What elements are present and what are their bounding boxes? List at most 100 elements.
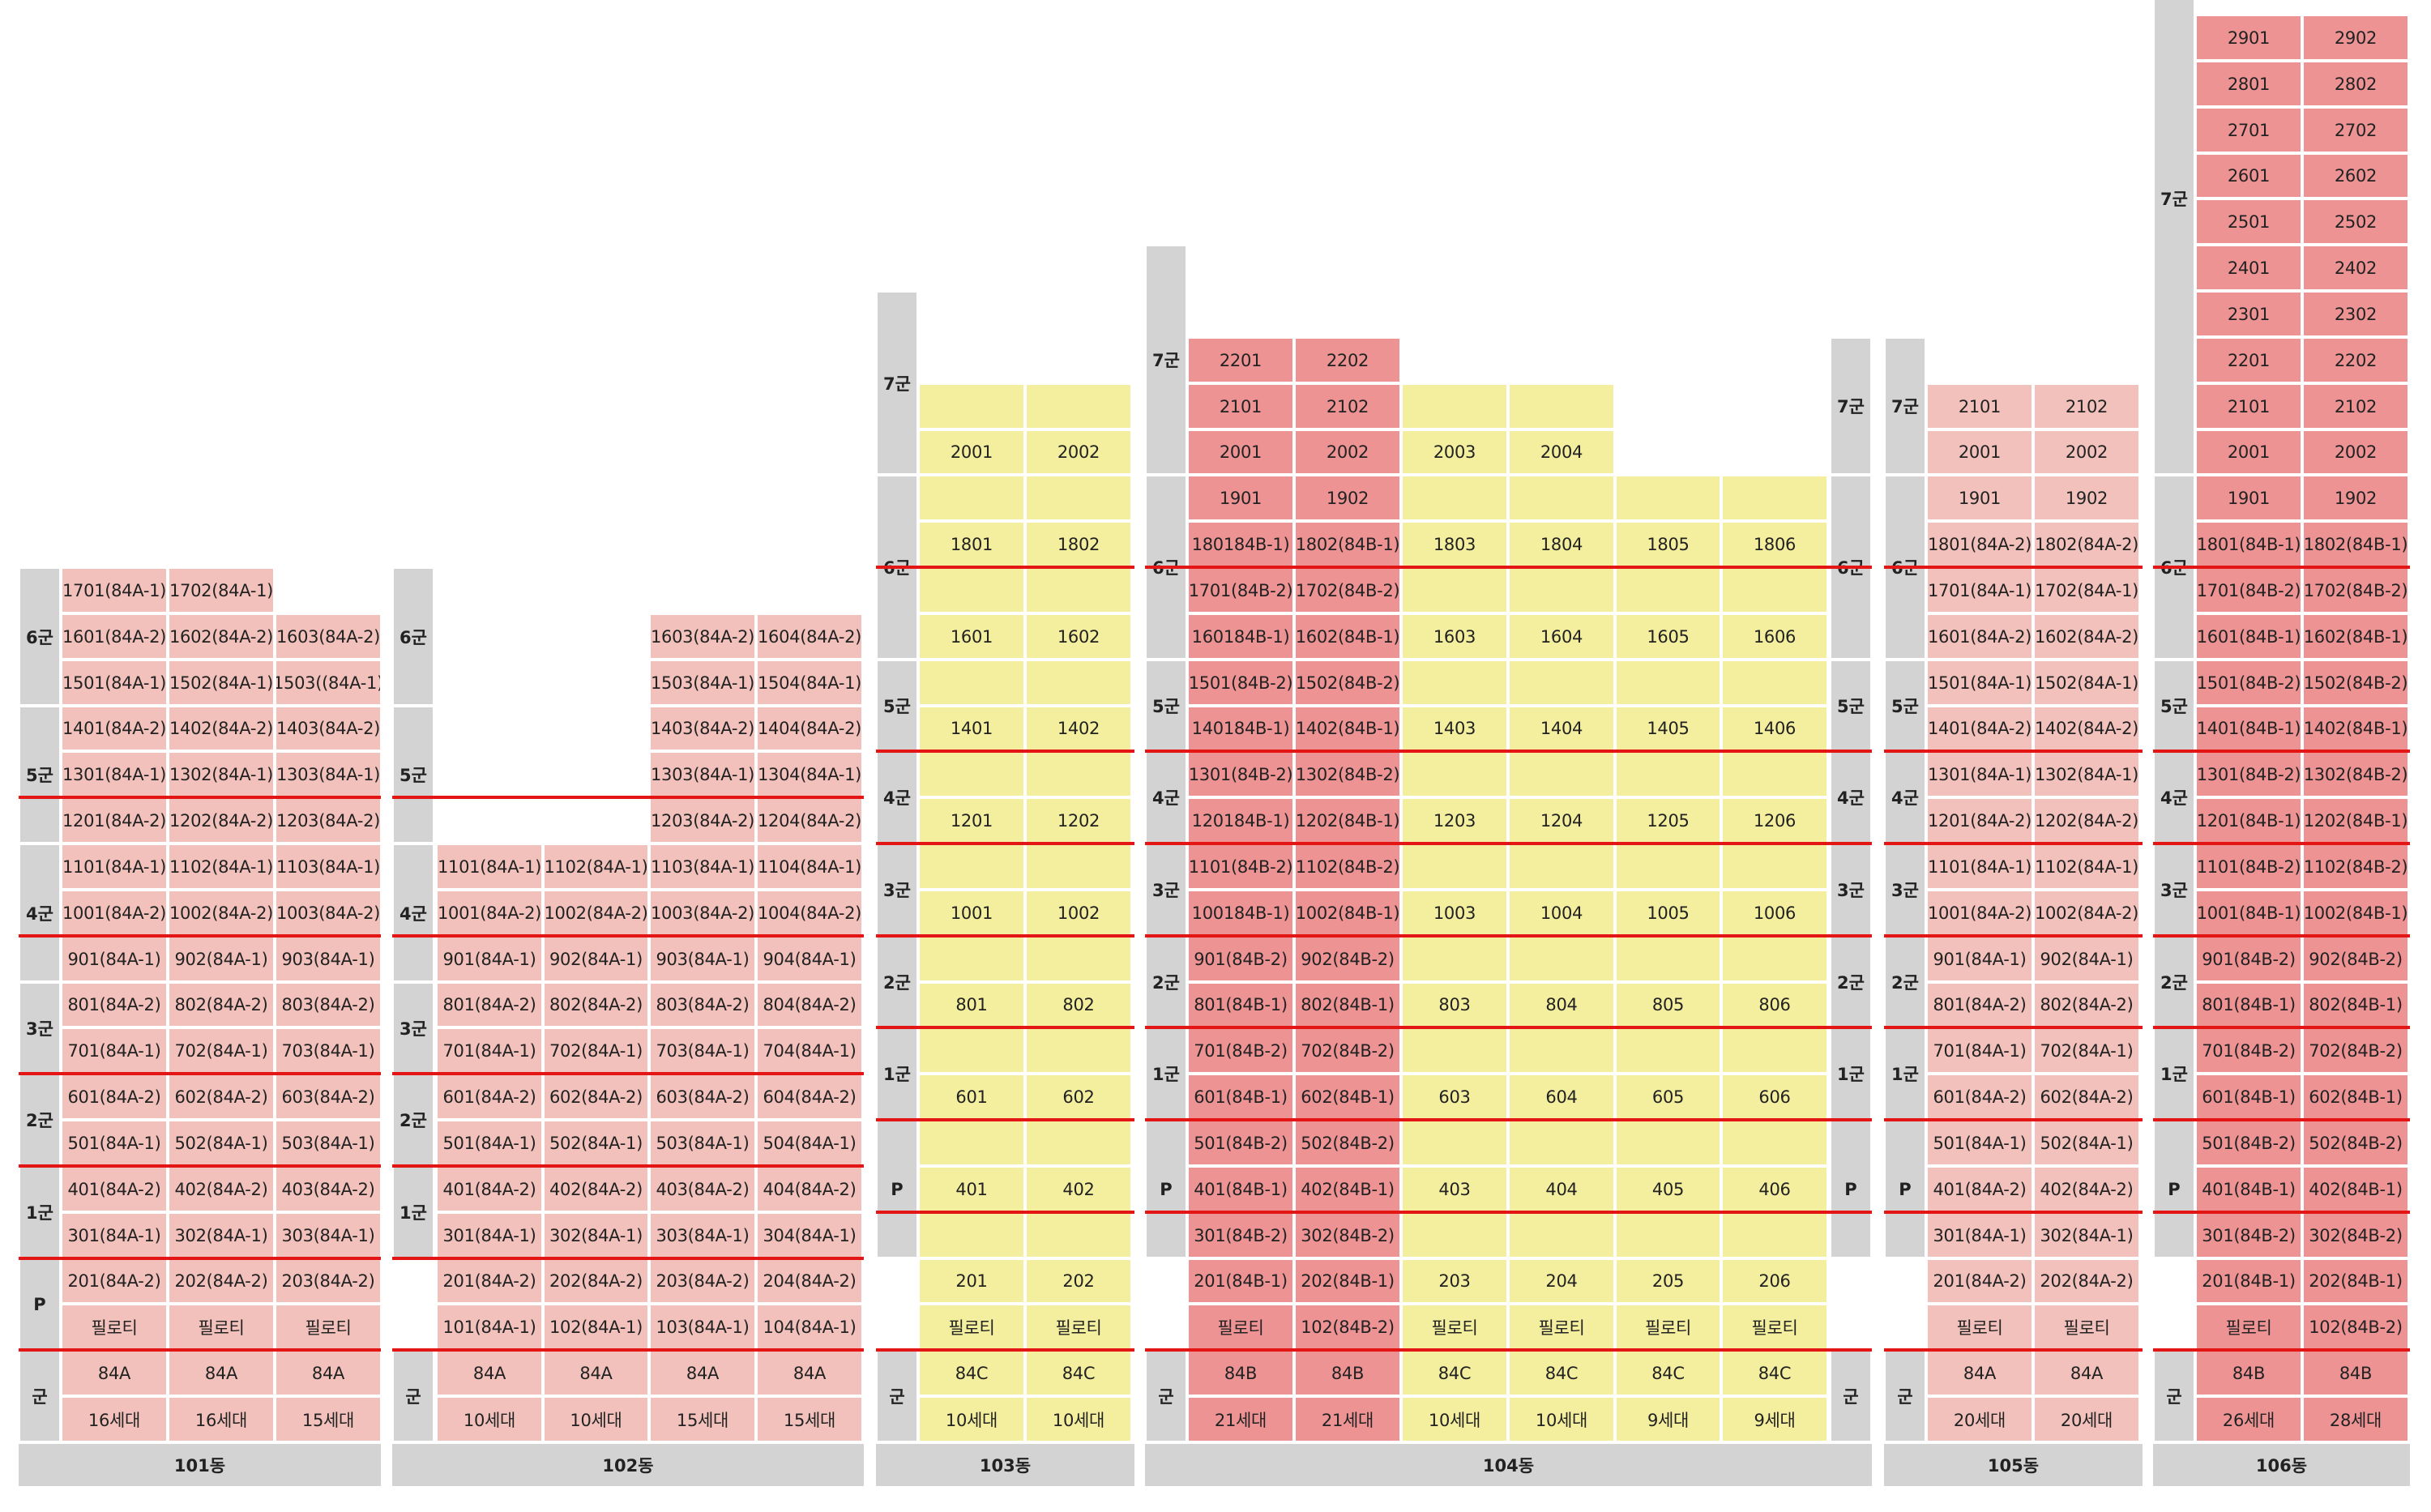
group-separator <box>1884 1118 2143 1121</box>
unit-cell: 2002 <box>2302 429 2409 475</box>
unit-cell: 204(84A-2) <box>756 1258 863 1304</box>
unit-cell <box>1615 567 1721 613</box>
unit-cell: 필로티 <box>1721 1304 1828 1350</box>
unit-cell: 84C <box>1721 1350 1828 1396</box>
building-name: 101동 <box>19 1444 381 1486</box>
unit-cell: 2101 <box>1187 383 1294 429</box>
unit-cell: 603 <box>1401 1074 1508 1120</box>
unit-cell: 1002(84A-2) <box>543 890 649 936</box>
group-separator <box>1884 566 2143 569</box>
unit-cell: 2201 <box>1187 337 1294 383</box>
unit-cell: 202 <box>1025 1258 1132 1304</box>
unit-cell <box>1025 1027 1132 1074</box>
unit-cell: 필로티 <box>1187 1304 1294 1350</box>
unit-cell: 1401 <box>918 706 1025 751</box>
unit-cell: 1005 <box>1615 890 1721 936</box>
group-separator <box>392 1164 864 1168</box>
unit-cell: 102(84B-2) <box>1294 1304 1401 1350</box>
unit-cell <box>1508 936 1615 982</box>
unit-cell: 2202 <box>2302 337 2409 383</box>
unit-cell: 필로티 <box>1025 1304 1132 1350</box>
group-separator <box>19 1257 381 1260</box>
unit-cell: 1605 <box>1615 613 1721 660</box>
unit-cell: 1501(84A-1) <box>1926 660 2033 706</box>
unit-cell: 202(84B-1) <box>1294 1258 1401 1304</box>
group-label: 군 <box>19 1350 61 1442</box>
group-label: 7군 <box>1884 337 1926 475</box>
unit-cell: 필로티 <box>61 1304 168 1350</box>
unit-cell: 1201(84A-2) <box>1926 797 2033 844</box>
unit-cell: 804(84A-2) <box>756 982 863 1027</box>
unit-cell <box>1025 751 1132 797</box>
group-separator <box>1884 1348 2143 1352</box>
unit-cell: 603(84A-2) <box>649 1074 756 1120</box>
unit-cell: 1802(84B-1) <box>1294 521 1401 567</box>
unit-cell: 120184B-1) <box>1187 797 1294 844</box>
unit-cell: 301(84B-2) <box>1187 1212 1294 1258</box>
group-label: 5군 <box>1145 660 1187 751</box>
group-separator <box>876 934 1134 938</box>
unit-cell: 1003 <box>1401 890 1508 936</box>
unit-cell: 1206 <box>1721 797 1828 844</box>
unit-cell <box>1508 383 1615 429</box>
unit-cell: 2101 <box>1926 383 2033 429</box>
unit-cell: 1404(84A-2) <box>756 706 863 751</box>
unit-cell <box>1508 1120 1615 1166</box>
group-label-right: 3군 <box>1830 844 1872 936</box>
group-label: 2군 <box>2153 936 2195 1027</box>
unit-cell: 84C <box>1025 1350 1132 1396</box>
unit-cell: 1402(84B-1) <box>2302 706 2409 751</box>
building-name: 104동 <box>1145 1444 1872 1486</box>
unit-cell: 1301(84B-2) <box>1187 751 1294 797</box>
unit-cell: 1004 <box>1508 890 1615 936</box>
unit-cell: 701(84B-2) <box>2195 1027 2302 1074</box>
unit-cell: 203 <box>1401 1258 1508 1304</box>
unit-cell: 2001 <box>1187 429 1294 475</box>
group-separator <box>392 1072 864 1075</box>
group-separator <box>876 750 1134 753</box>
unit-cell: 903(84A-1) <box>275 936 382 982</box>
unit-cell: 302(84B-2) <box>2302 1212 2409 1258</box>
unit-cell: 2302 <box>2302 291 2409 337</box>
unit-cell: 703(84A-1) <box>275 1027 382 1074</box>
unit-cell: 1102(84A-1) <box>168 844 275 890</box>
unit-cell <box>1615 751 1721 797</box>
group-label: 4군 <box>1145 751 1187 844</box>
unit-cell: 902(84A-1) <box>543 936 649 982</box>
unit-cell: 1003(84A-2) <box>275 890 382 936</box>
unit-cell <box>1401 383 1508 429</box>
unit-cell: 2202 <box>1294 337 1401 383</box>
unit-cell: 84B <box>2195 1350 2302 1396</box>
unit-cell: 601(84B-1) <box>2195 1074 2302 1120</box>
unit-cell: 801(84B-1) <box>2195 982 2302 1027</box>
unit-cell: 402(84A-2) <box>543 1166 649 1212</box>
unit-cell: 1302(84A-1) <box>168 751 275 797</box>
unit-cell: 702(84A-1) <box>168 1027 275 1074</box>
unit-cell <box>918 936 1025 982</box>
group-label: 3군 <box>19 982 61 1074</box>
unit-cell: 2002 <box>2033 429 2140 475</box>
group-separator <box>876 566 1134 569</box>
unit-cell: 1102(84B-2) <box>1294 844 1401 890</box>
unit-cell <box>1401 475 1508 521</box>
unit-cell: 1902 <box>1294 475 1401 521</box>
unit-cell: 2002 <box>1025 429 1132 475</box>
unit-cell: 201 <box>918 1258 1025 1304</box>
unit-cell: 84C <box>1401 1350 1508 1396</box>
unit-cell: 801(84A-2) <box>61 982 168 1027</box>
group-label-right: 5군 <box>1830 660 1872 751</box>
unit-cell: 84A <box>275 1350 382 1396</box>
unit-cell: 404(84A-2) <box>756 1166 863 1212</box>
unit-cell: 2004 <box>1508 429 1615 475</box>
group-label: 군 <box>1145 1350 1187 1442</box>
unit-cell: 1102(84B-2) <box>2302 844 2409 890</box>
group-label: 3군 <box>876 844 918 936</box>
group-label-right: 군 <box>1830 1350 1872 1442</box>
unit-cell <box>918 1120 1025 1166</box>
group-label: 1군 <box>1145 1027 1187 1120</box>
unit-cell <box>1721 936 1828 982</box>
unit-cell <box>1615 844 1721 890</box>
group-label: 7군 <box>876 291 918 475</box>
unit-cell <box>1401 936 1508 982</box>
unit-cell: 806 <box>1721 982 1828 1027</box>
